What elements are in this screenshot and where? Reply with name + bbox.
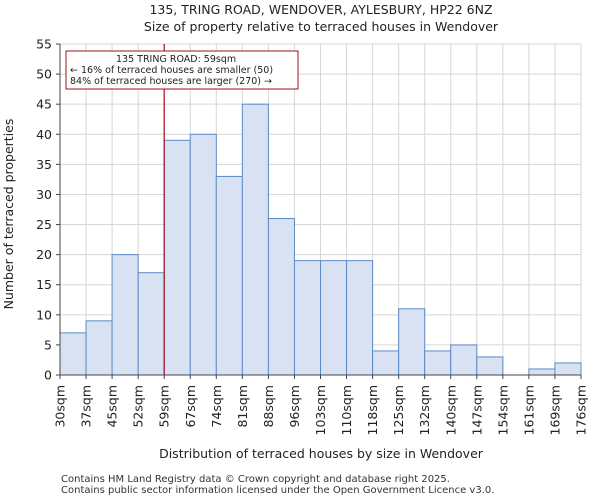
y-tick-label: 40 bbox=[36, 127, 52, 142]
chart-subtitle: Size of property relative to terraced ho… bbox=[144, 19, 499, 34]
x-tick-label: 169sqm bbox=[547, 385, 562, 435]
x-tick-label: 110sqm bbox=[339, 385, 354, 435]
x-tick-label: 37sqm bbox=[79, 385, 94, 428]
y-tick-label: 10 bbox=[36, 307, 52, 322]
y-axis-label: Number of terraced properties bbox=[1, 119, 16, 310]
x-tick-label: 103sqm bbox=[313, 385, 328, 435]
histogram-bar bbox=[215, 175, 243, 376]
histogram-bar bbox=[476, 356, 504, 376]
histogram-bar bbox=[163, 139, 191, 376]
histogram-bar bbox=[293, 260, 322, 376]
histogram-bar bbox=[554, 362, 582, 376]
x-tick-label: 161sqm bbox=[521, 385, 536, 435]
x-tick-label: 147sqm bbox=[469, 385, 484, 435]
histogram-bar bbox=[189, 133, 217, 376]
annotation-box bbox=[65, 50, 299, 90]
histogram-bar bbox=[372, 350, 400, 376]
x-tick-label: 96sqm bbox=[287, 385, 302, 428]
y-tick-label: 30 bbox=[36, 187, 52, 202]
histogram-bar bbox=[59, 332, 87, 376]
x-tick-label: 74sqm bbox=[209, 385, 224, 428]
x-tick-label: 118sqm bbox=[365, 385, 380, 435]
x-tick-label: 132sqm bbox=[417, 385, 432, 435]
x-axis-label: Distribution of terraced houses by size … bbox=[159, 446, 484, 461]
y-tick-label: 5 bbox=[44, 337, 52, 352]
histogram-bar bbox=[111, 254, 139, 376]
histogram-bar bbox=[346, 260, 374, 376]
x-tick-label: 88sqm bbox=[261, 385, 276, 428]
histogram-bar bbox=[398, 308, 426, 376]
histogram-bar bbox=[424, 350, 452, 376]
x-tick-label: 81sqm bbox=[235, 385, 250, 428]
y-tick-label: 50 bbox=[36, 67, 52, 82]
histogram-bar bbox=[528, 368, 556, 376]
x-tick-label: 45sqm bbox=[105, 385, 120, 428]
histogram-bar bbox=[241, 103, 269, 376]
x-tick-label: 125sqm bbox=[391, 385, 406, 435]
histogram-bar bbox=[320, 260, 348, 376]
chart-title: 135, TRING ROAD, WENDOVER, AYLESBURY, HP… bbox=[149, 2, 492, 17]
histogram-bar bbox=[137, 272, 165, 376]
y-tick-label: 45 bbox=[36, 97, 52, 112]
x-tick-label: 52sqm bbox=[131, 385, 146, 428]
x-tick-label: 59sqm bbox=[157, 385, 172, 428]
x-tick-label: 30sqm bbox=[53, 385, 68, 428]
y-tick-label: 0 bbox=[44, 368, 52, 383]
annotation-line-2: ← 16% of terraced houses are smaller (50… bbox=[70, 65, 273, 76]
y-tick-label: 35 bbox=[36, 157, 52, 172]
y-tick-label: 15 bbox=[36, 277, 52, 292]
annotation-line-1: 135 TRING ROAD: 59sqm bbox=[116, 54, 236, 65]
x-tick-label: 176sqm bbox=[574, 385, 589, 435]
histogram-bar bbox=[267, 218, 295, 376]
y-tick-label: 20 bbox=[36, 247, 52, 262]
x-tick-label: 140sqm bbox=[443, 385, 458, 435]
y-tick-label: 55 bbox=[36, 37, 52, 52]
x-tick-label: 154sqm bbox=[495, 385, 510, 435]
x-tick-label: 67sqm bbox=[183, 385, 198, 428]
footer-line-2: Contains public sector information licen… bbox=[61, 485, 495, 496]
histogram-bar bbox=[450, 344, 478, 376]
footer-line-1: Contains HM Land Registry data © Crown c… bbox=[61, 474, 450, 485]
y-tick-label: 25 bbox=[36, 217, 52, 232]
annotation-line-3: 84% of terraced houses are larger (270) … bbox=[70, 76, 272, 87]
histogram-bar bbox=[85, 320, 113, 376]
